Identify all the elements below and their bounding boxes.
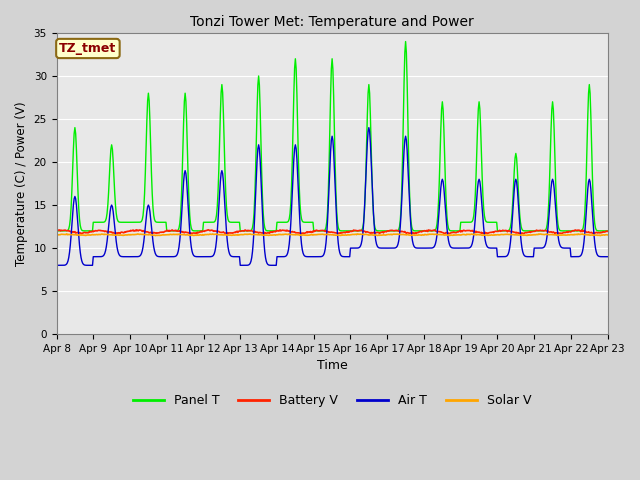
Battery V — [52, 228, 60, 233]
Solar V — [198, 232, 206, 238]
Solar V — [433, 231, 440, 237]
Battery V — [325, 229, 333, 235]
Solar V — [604, 232, 612, 238]
Air T — [197, 254, 205, 260]
Panel T — [433, 225, 440, 231]
Title: Tonzi Tower Met: Temperature and Power: Tonzi Tower Met: Temperature and Power — [190, 15, 474, 29]
Battery V — [604, 228, 612, 234]
Battery V — [555, 230, 563, 236]
Solar V — [596, 233, 604, 239]
Panel T — [555, 225, 563, 231]
Solar V — [63, 231, 70, 237]
Panel T — [493, 228, 501, 234]
Solar V — [175, 231, 182, 237]
Line: Battery V: Battery V — [56, 230, 608, 234]
Solar V — [554, 232, 562, 238]
Panel T — [604, 228, 612, 234]
Panel T — [324, 208, 332, 214]
Air T — [173, 251, 181, 257]
Air T — [433, 237, 440, 243]
Line: Panel T: Panel T — [56, 42, 608, 231]
X-axis label: Time: Time — [317, 360, 348, 372]
Air T — [378, 245, 386, 251]
Panel T — [377, 228, 385, 234]
Air T — [324, 218, 332, 224]
Y-axis label: Temperature (C) / Power (V): Temperature (C) / Power (V) — [15, 101, 28, 266]
Line: Solar V: Solar V — [56, 234, 608, 236]
Battery V — [204, 227, 212, 233]
Battery V — [260, 231, 268, 237]
Text: TZ_tmet: TZ_tmet — [60, 42, 116, 55]
Battery V — [379, 229, 387, 235]
Panel T — [402, 39, 410, 45]
Air T — [365, 125, 372, 131]
Battery V — [433, 228, 441, 234]
Panel T — [173, 228, 181, 233]
Battery V — [173, 228, 181, 234]
Air T — [554, 232, 562, 238]
Air T — [604, 254, 612, 260]
Line: Air T: Air T — [56, 128, 608, 265]
Battery V — [197, 228, 205, 234]
Legend: Panel T, Battery V, Air T, Solar V: Panel T, Battery V, Air T, Solar V — [127, 389, 537, 412]
Solar V — [324, 231, 332, 237]
Panel T — [197, 228, 205, 234]
Solar V — [378, 232, 386, 238]
Panel T — [52, 228, 60, 234]
Air T — [52, 263, 60, 268]
Solar V — [52, 232, 60, 238]
